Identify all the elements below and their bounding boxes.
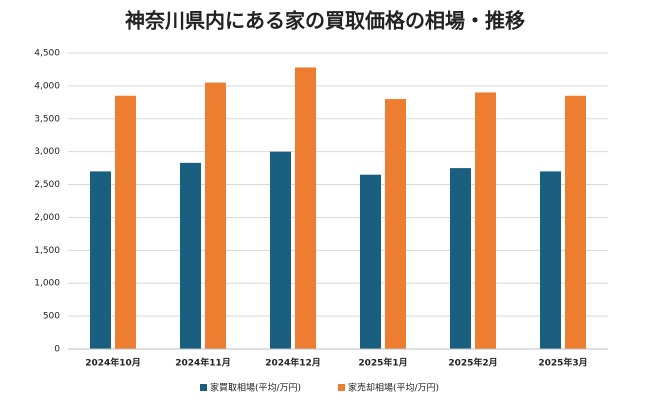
legend-label: 家買取相場(平均/万円) xyxy=(210,382,301,394)
bar xyxy=(90,171,111,349)
bar xyxy=(115,95,136,349)
bar xyxy=(295,67,316,350)
bar xyxy=(540,171,561,349)
x-tick-label: 2025年3月 xyxy=(538,357,587,369)
bar xyxy=(450,168,471,349)
legend-label: 家売却相場(平均/万円) xyxy=(348,382,439,394)
y-tick-label: 3,000 xyxy=(34,147,60,157)
x-tick-label: 2024年10月 xyxy=(85,357,141,369)
y-tick-label: 4,000 xyxy=(34,81,60,91)
y-tick-label: 4,500 xyxy=(34,49,60,59)
bar xyxy=(385,99,406,350)
bar xyxy=(565,95,586,349)
x-tick-label: 2024年12月 xyxy=(265,357,321,369)
y-tick-label: 0 xyxy=(54,345,60,355)
x-tick-label: 2024年11月 xyxy=(175,357,231,369)
chart-title: 神奈川県内にある家の買取価格の相場・推移 xyxy=(125,9,525,33)
x-tick-label: 2025年1月 xyxy=(358,357,407,369)
bar xyxy=(270,151,291,349)
y-tick-label: 3,500 xyxy=(34,114,60,124)
bar xyxy=(360,174,381,349)
bar xyxy=(180,162,201,349)
x-tick-label: 2025年2月 xyxy=(448,357,497,369)
bar xyxy=(475,92,496,349)
y-tick-label: 1,500 xyxy=(34,246,60,256)
y-tick-label: 1,000 xyxy=(34,279,60,289)
legend-swatch xyxy=(338,384,345,391)
y-tick-label: 2,500 xyxy=(34,180,60,190)
bar xyxy=(205,82,226,349)
legend-swatch xyxy=(200,384,207,391)
y-tick-label: 500 xyxy=(43,312,60,322)
y-tick-label: 2,000 xyxy=(34,213,60,223)
